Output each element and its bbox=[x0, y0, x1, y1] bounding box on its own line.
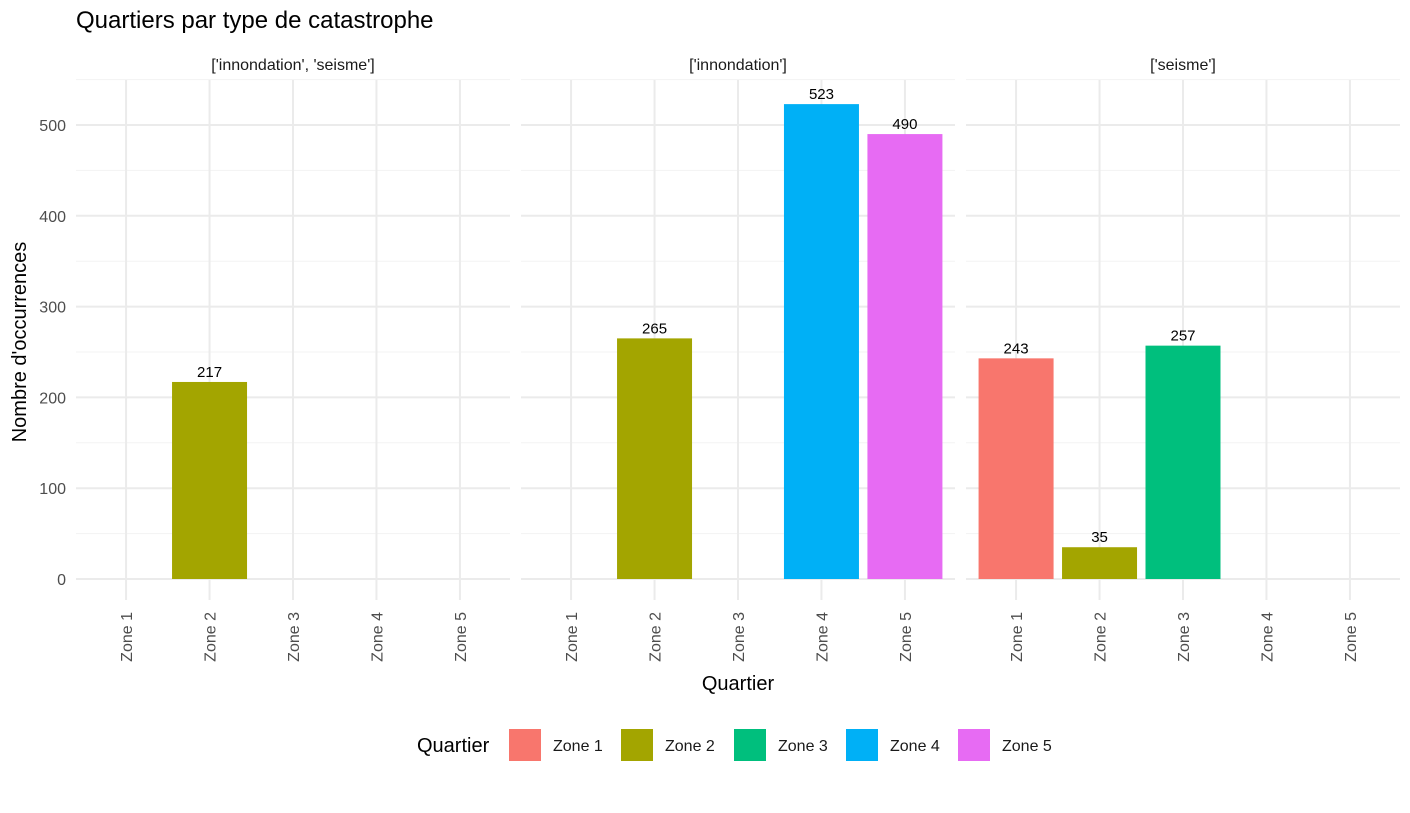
bar-value-label: 265 bbox=[642, 320, 667, 337]
bar bbox=[867, 134, 943, 579]
y-axis-title: Nombre d'occurrences bbox=[9, 242, 31, 443]
legend-label: Zone 4 bbox=[890, 738, 940, 755]
legend-label: Zone 2 bbox=[665, 738, 715, 755]
x-tick-label: Zone 1 bbox=[564, 612, 581, 662]
x-tick-label: Zone 3 bbox=[286, 612, 303, 662]
bar-value-label: 243 bbox=[1004, 340, 1029, 357]
y-tick-label: 400 bbox=[39, 209, 66, 226]
legend-swatch bbox=[621, 729, 653, 761]
legend-swatch bbox=[509, 729, 541, 761]
x-tick-label: Zone 5 bbox=[1343, 612, 1360, 662]
bar bbox=[1062, 547, 1138, 579]
legend-label: Zone 1 bbox=[553, 738, 603, 755]
y-axis: 0 100 200 300 400 500 bbox=[39, 118, 66, 589]
bar bbox=[617, 338, 693, 579]
legend-swatch bbox=[734, 729, 766, 761]
bar bbox=[172, 381, 248, 579]
chart-title: Quartiers par type de catastrophe bbox=[76, 7, 434, 34]
y-tick-label: 0 bbox=[57, 572, 66, 589]
legend-swatch bbox=[846, 729, 878, 761]
x-tick-label: Zone 3 bbox=[731, 612, 748, 662]
legend: Quartier Zone 1 Zone 2 Zone 3 Zone 4 Zone 5 bbox=[417, 729, 1052, 761]
x-tick-label: Zone 4 bbox=[814, 612, 831, 662]
bar-value-label: 490 bbox=[892, 116, 917, 133]
x-axis-title: Quartier bbox=[702, 673, 775, 695]
facet-panels: ['innondation', 'seisme'] 217 Zone 1 Zone 2… bbox=[76, 57, 1400, 662]
bar-value-label: 257 bbox=[1170, 328, 1195, 345]
y-tick-label: 100 bbox=[39, 481, 66, 498]
facet-panel: ['seisme'] 243 35 257 Zone 1 Zone 2 Zone 3 Zone… bbox=[966, 57, 1400, 662]
y-tick-label: 200 bbox=[39, 390, 66, 407]
bar-value-label: 523 bbox=[809, 86, 834, 103]
y-tick-label: 500 bbox=[39, 118, 66, 135]
legend-swatch bbox=[958, 729, 990, 761]
bar bbox=[783, 104, 859, 579]
x-tick-label: Zone 2 bbox=[203, 612, 220, 662]
facet-strip-label: ['innondation', 'seisme'] bbox=[211, 57, 374, 74]
bar-value-label: 217 bbox=[197, 364, 222, 381]
x-tick-label: Zone 2 bbox=[1093, 612, 1110, 662]
legend-label: Zone 3 bbox=[778, 738, 828, 755]
facet-panel: ['innondation', 'seisme'] 217 Zone 1 Zone 2… bbox=[76, 57, 510, 662]
y-tick-label: 300 bbox=[39, 300, 66, 317]
x-tick-label: Zone 1 bbox=[1009, 612, 1026, 662]
facet-strip-label: ['innondation'] bbox=[689, 57, 787, 74]
facet-strip-label: ['seisme'] bbox=[1150, 57, 1216, 74]
x-tick-label: Zone 1 bbox=[119, 612, 136, 662]
x-tick-label: Zone 4 bbox=[1259, 612, 1276, 662]
legend-label: Zone 5 bbox=[1002, 738, 1052, 755]
x-tick-label: Zone 3 bbox=[1176, 612, 1193, 662]
x-tick-label: Zone 4 bbox=[369, 612, 386, 662]
x-tick-label: Zone 5 bbox=[898, 612, 915, 662]
bar bbox=[978, 358, 1054, 579]
x-tick-label: Zone 5 bbox=[453, 612, 470, 662]
bar-value-label: 35 bbox=[1091, 529, 1108, 546]
bar bbox=[1145, 345, 1221, 579]
facet-panel: ['innondation'] 265 523 490 Zone 1 Zone 2 Zone… bbox=[521, 57, 955, 662]
x-tick-label: Zone 2 bbox=[648, 612, 665, 662]
legend-title: Quartier bbox=[417, 735, 490, 757]
